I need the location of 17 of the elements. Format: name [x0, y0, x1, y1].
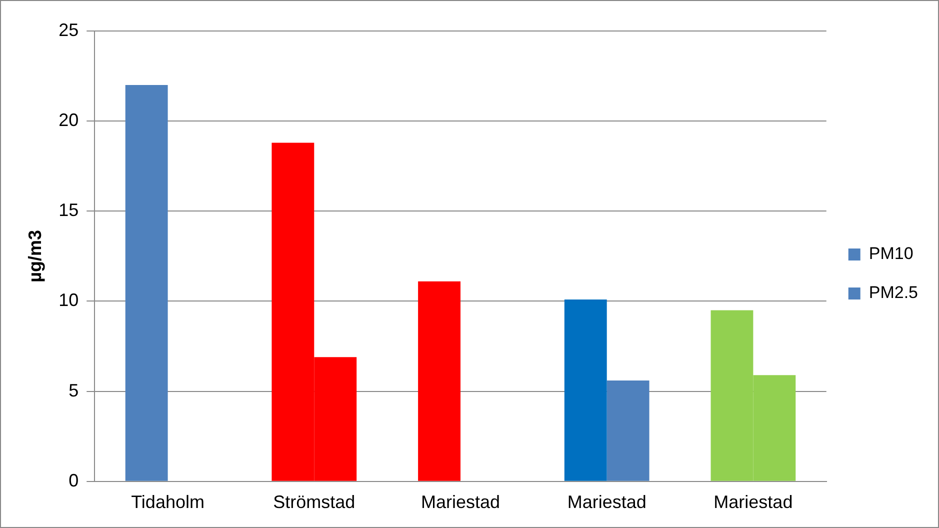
- y-tick-label: 20: [58, 110, 79, 130]
- y-tick-label: 25: [58, 20, 79, 40]
- x-tick-label: Tidaholm: [131, 492, 204, 512]
- y-tick-label: 15: [58, 200, 79, 220]
- y-tick-label: 10: [58, 290, 79, 310]
- legend-label: PM2.5: [868, 283, 918, 302]
- bar: [606, 380, 650, 481]
- y-tick-label: 0: [68, 470, 79, 490]
- x-tick-label: Mariestad: [714, 492, 793, 512]
- bar: [564, 299, 607, 481]
- x-tick-label: Strömstad: [273, 492, 356, 512]
- bar: [418, 281, 460, 481]
- legend-label: PM10: [868, 244, 914, 264]
- y-axis-title: µg/m3: [24, 230, 45, 282]
- y-tick-label: 5: [68, 380, 79, 400]
- x-tick-label: Mariestad: [420, 492, 500, 512]
- x-tick-label: Mariestad: [567, 492, 646, 512]
